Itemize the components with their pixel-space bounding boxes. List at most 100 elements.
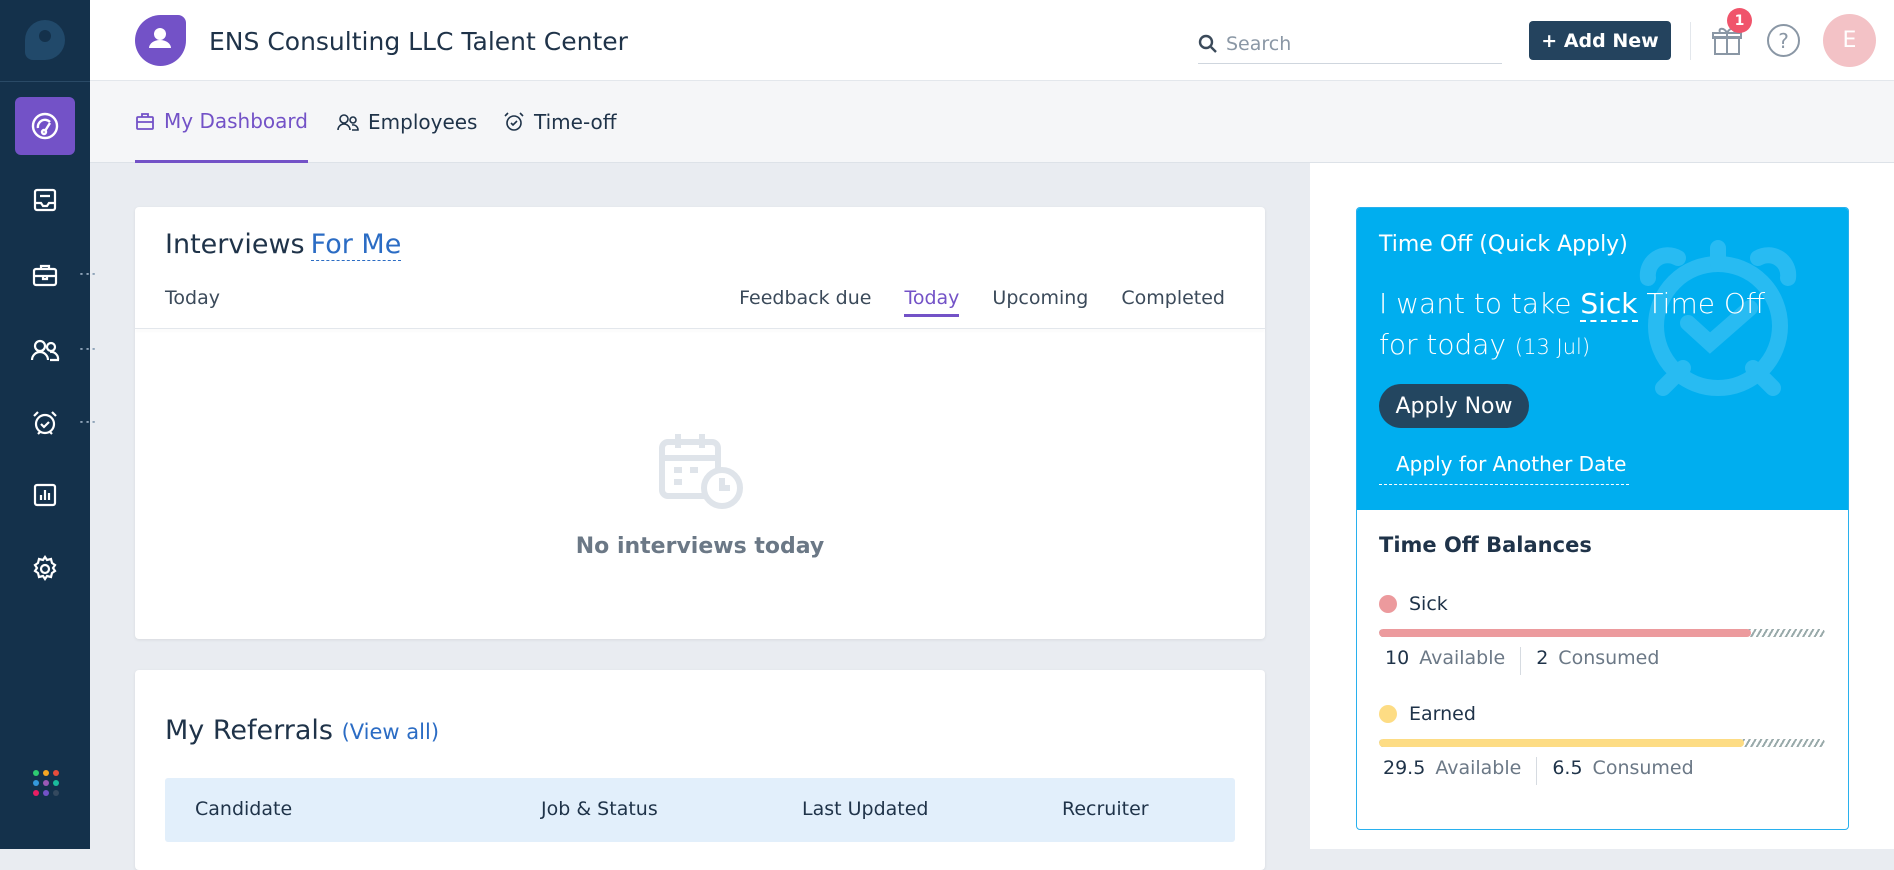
app-logo-icon[interactable] <box>25 20 65 60</box>
add-new-button[interactable]: + Add New <box>1529 21 1671 60</box>
balance-bar <box>1379 629 1825 637</box>
balance-earned: Earned 29.5 Available 6.5 Consumed <box>1379 703 1825 785</box>
balances-title: Time Off Balances <box>1379 533 1592 557</box>
report-icon <box>33 483 57 507</box>
sidebar-item-reports[interactable] <box>15 466 75 524</box>
app-dot <box>53 790 59 796</box>
dashboard-icon <box>31 112 59 140</box>
sidebar-item-timeoff[interactable] <box>15 394 75 452</box>
tab-employees[interactable]: Employees <box>337 81 477 163</box>
quick-apply-title: Time Off (Quick Apply) <box>1379 232 1628 257</box>
briefcase-icon <box>32 264 58 287</box>
notification-badge: 1 <box>1727 8 1752 33</box>
divider <box>135 328 1265 329</box>
subtab-upcoming[interactable]: Upcoming <box>992 287 1089 309</box>
column-header[interactable]: Recruiter <box>1062 798 1149 820</box>
search-placeholder: Search <box>1226 32 1292 55</box>
status-dot <box>1379 705 1397 723</box>
table-header: Candidate Job & Status Last Updated Recr… <box>165 778 1235 842</box>
referrals-card: My Referrals (View all) Candidate Job & … <box>135 670 1265 870</box>
balance-bar <box>1379 739 1825 747</box>
app-title: ENS Consulting LLC Talent Center <box>209 27 628 56</box>
quick-apply-sentence: I want to take Sick Time Off for today (… <box>1379 283 1799 368</box>
balance-fill <box>1379 629 1751 637</box>
consumed-value: 2 <box>1536 647 1549 669</box>
app-dot <box>43 780 49 786</box>
consumed-label: Consumed <box>1592 757 1694 779</box>
empty-state: No interviews today <box>135 432 1265 559</box>
sidebar-item-dashboard[interactable] <box>15 97 75 155</box>
more-icon[interactable]: ⋮ <box>77 340 98 358</box>
company-logo <box>135 15 186 66</box>
sidebar-item-inbox[interactable] <box>15 171 75 229</box>
divider <box>1690 22 1691 60</box>
top-header: ENS Consulting LLC Talent Center Search … <box>90 0 1894 81</box>
referrals-heading: My Referrals (View all) <box>165 715 439 746</box>
quick-apply-panel: Time Off (Quick Apply) I want to take Si… <box>1357 208 1848 510</box>
app-dot <box>53 780 59 786</box>
calendar-clock-icon <box>659 434 743 509</box>
interview-subtabs: Feedback due Today Upcoming Completed <box>739 277 1225 317</box>
sentence-text: Time Off for today <box>1379 287 1766 361</box>
tab-label: Employees <box>368 110 478 134</box>
app-dot <box>33 770 39 776</box>
leave-type-dropdown[interactable]: Sick <box>1580 287 1638 322</box>
available-label: Available <box>1435 757 1522 779</box>
available-label: Available <box>1419 647 1506 669</box>
user-avatar[interactable]: E <box>1823 14 1876 67</box>
interviews-heading: Interviews For Me <box>165 229 402 261</box>
interviews-filter-dropdown[interactable]: For Me <box>310 229 402 261</box>
available-value: 29.5 <box>1383 757 1426 779</box>
search-input[interactable]: Search <box>1198 24 1502 64</box>
subtab-completed[interactable]: Completed <box>1121 287 1225 309</box>
view-all-link[interactable]: (View all) <box>341 720 440 744</box>
alarm-clock-icon <box>504 112 524 131</box>
gear-icon <box>33 555 57 581</box>
apply-now-button[interactable]: Apply Now <box>1379 384 1529 428</box>
more-icon[interactable]: ⋮ <box>77 265 98 283</box>
sentence-text: I want to take <box>1379 287 1572 320</box>
search-icon <box>1198 34 1217 53</box>
alarm-clock-icon <box>33 411 57 435</box>
app-dot <box>43 770 49 776</box>
tab-my-dashboard[interactable]: My Dashboard <box>135 81 308 163</box>
apps-grid-icon[interactable] <box>33 770 59 796</box>
time-off-card: Time Off (Quick Apply) I want to take Si… <box>1356 207 1849 830</box>
tab-label: Time-off <box>534 110 617 134</box>
help-icon[interactable]: ? <box>1767 24 1800 57</box>
users-icon <box>337 114 359 131</box>
balance-sick: Sick 10 Available 2 Consumed <box>1379 593 1825 675</box>
apply-another-date-link[interactable]: Apply for Another Date <box>1379 452 1629 485</box>
balance-name: Earned <box>1409 703 1476 725</box>
briefcase-icon <box>136 112 154 130</box>
column-header[interactable]: Job & Status <box>541 798 658 820</box>
sidebar-item-jobs[interactable] <box>15 246 75 304</box>
sidebar-item-settings[interactable] <box>15 540 75 598</box>
subtab-today[interactable]: Today <box>904 277 960 317</box>
app-dot <box>53 770 59 776</box>
available-value: 10 <box>1385 647 1410 669</box>
sidebar: ⋮ ⋮ ⋮ <box>0 0 98 849</box>
tab-bar-extension <box>1310 81 1894 163</box>
sidebar-item-employees[interactable] <box>15 321 75 379</box>
referrals-title: My Referrals <box>165 715 333 746</box>
users-icon <box>30 339 60 362</box>
more-icon[interactable]: ⋮ <box>77 413 98 431</box>
date-text: (13 Jul) <box>1514 335 1591 359</box>
gift-icon[interactable] <box>1710 24 1744 58</box>
subtab-feedback-due[interactable]: Feedback due <box>739 287 872 309</box>
inbox-icon <box>33 188 57 212</box>
tab-label: My Dashboard <box>164 108 308 133</box>
alarm-clock-icon <box>1639 240 1797 396</box>
column-header[interactable]: Candidate <box>195 798 293 820</box>
interviews-title: Interviews <box>165 229 305 260</box>
balance-name: Sick <box>1409 593 1448 615</box>
consumed-value: 6.5 <box>1552 757 1583 779</box>
interviews-card: Interviews For Me Today Feedback due Toda… <box>135 207 1265 639</box>
balance-fill <box>1379 739 1745 747</box>
empty-message: No interviews today <box>575 534 825 559</box>
column-header[interactable]: Last Updated <box>802 798 929 820</box>
app-dot <box>43 790 49 796</box>
app-dot <box>33 780 39 786</box>
tab-time-off[interactable]: Time-off <box>503 81 617 163</box>
